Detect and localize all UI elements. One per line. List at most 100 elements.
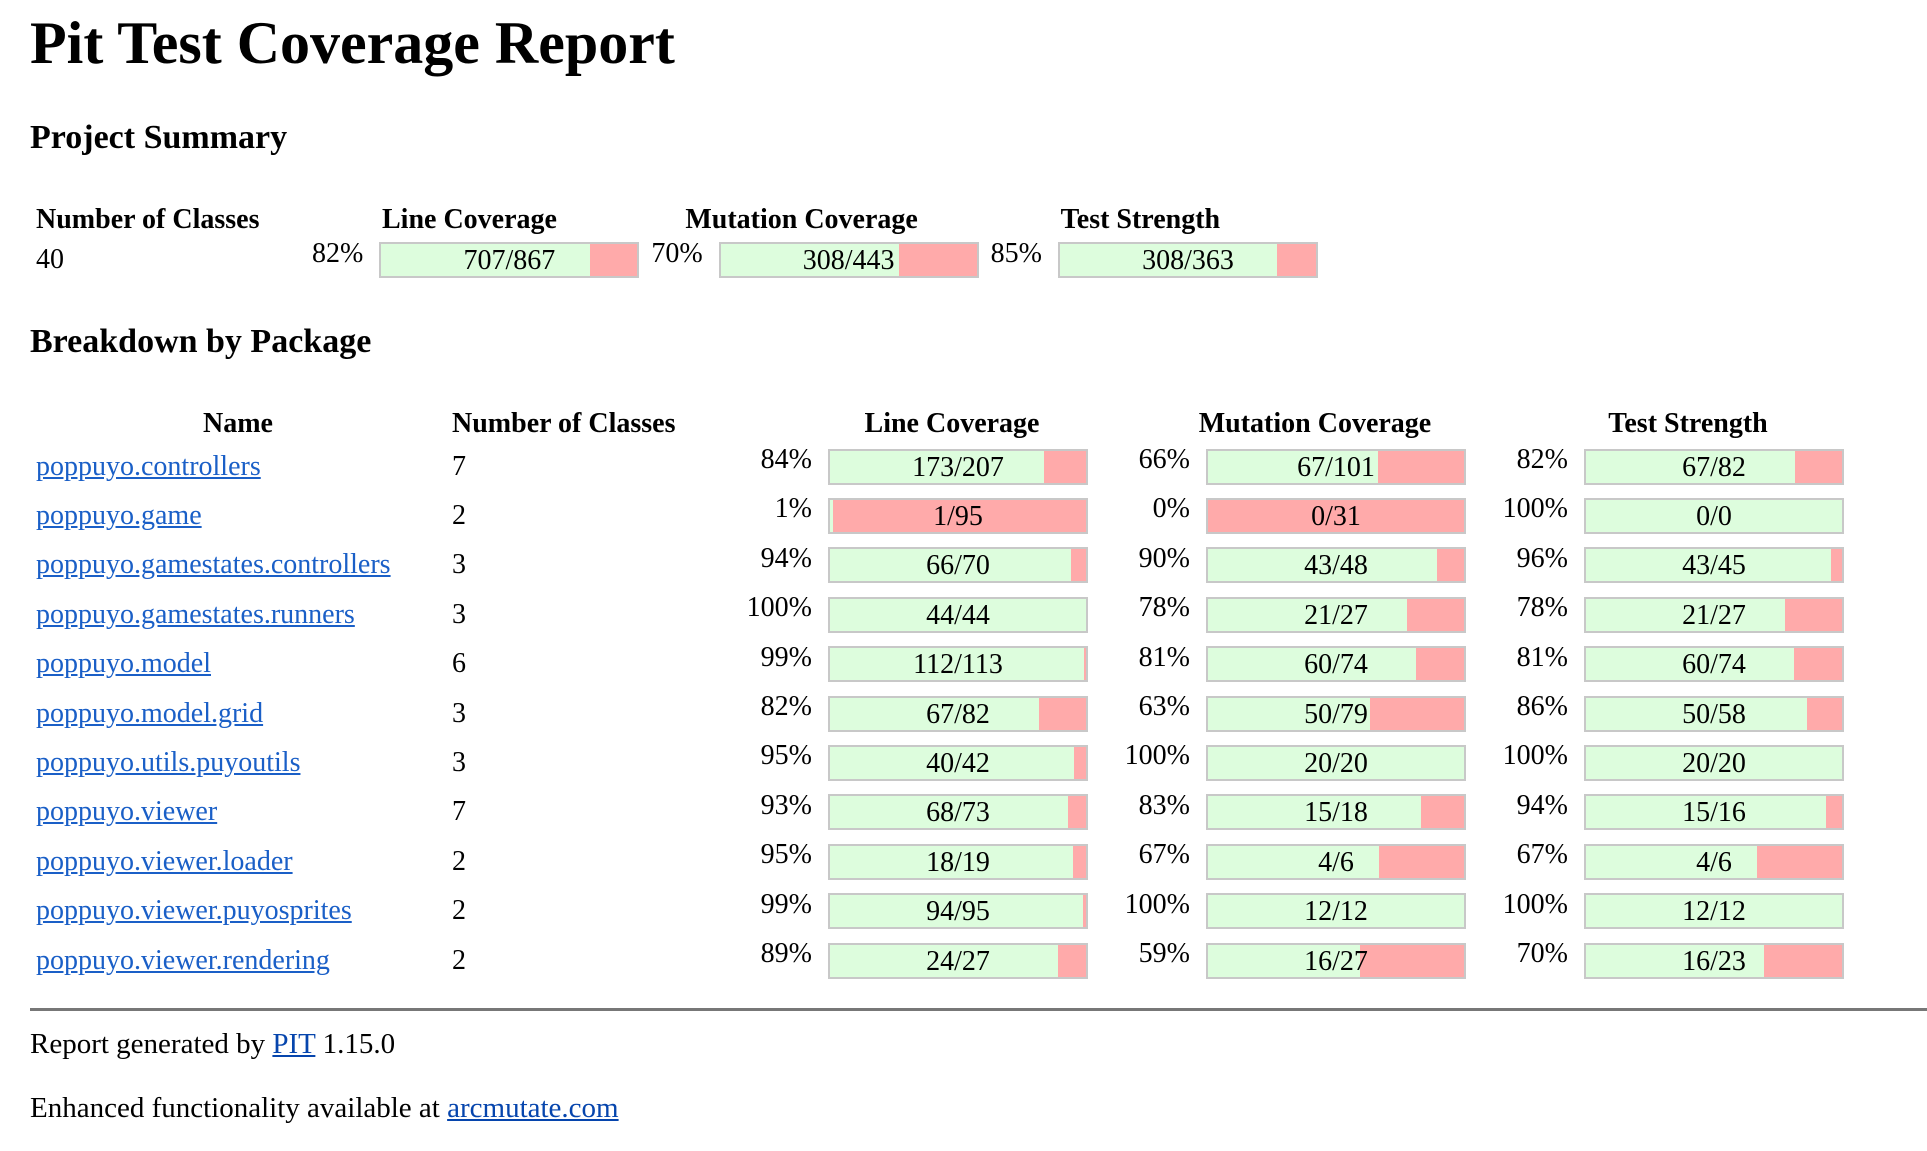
pit-version: 1.15.0 <box>315 1028 396 1060</box>
test-strength-bar-cell: 43/45 <box>1578 541 1850 590</box>
test-strength-bar: 0/0 <box>1584 498 1844 535</box>
package-link[interactable]: poppuyo.gamestates.runners <box>36 598 355 630</box>
coverage-label: 24/27 <box>926 945 990 977</box>
package-breakdown-table: Name Number of Classes Line Coverage Mut… <box>30 400 1850 985</box>
line-coverage-bar: 24/27 <box>828 942 1088 979</box>
line-coverage-bar: 68/73 <box>828 794 1088 831</box>
coverage-label: 4/6 <box>1318 846 1354 878</box>
generated-prefix: Report generated by <box>30 1028 273 1060</box>
package-class-count: 3 <box>452 697 466 729</box>
line-coverage-bar-cell: 18/19 <box>822 837 1094 886</box>
package-name-cell: poppuyo.model.grid <box>30 689 446 738</box>
package-link[interactable]: poppuyo.utils.puyoutils <box>36 747 301 779</box>
coverage-fill <box>830 796 1069 829</box>
pit-link[interactable]: PIT <box>272 1028 316 1060</box>
package-name-cell: poppuyo.game <box>30 491 446 540</box>
mutation-coverage-percent: 90% <box>1138 542 1190 574</box>
column-header-line: Line Coverage <box>864 408 1040 439</box>
line-coverage-bar-cell: 68/73 <box>822 788 1094 837</box>
package-class-count: 3 <box>452 598 466 630</box>
mutation-coverage-percent: 0% <box>1152 493 1190 525</box>
coverage-fill <box>1208 747 1464 780</box>
line-coverage-bar: 67/82 <box>828 695 1088 732</box>
coverage-label: 15/18 <box>1304 797 1368 829</box>
summary-test-strength-bar: 308/363 <box>1057 242 1318 278</box>
coverage-fill <box>1208 648 1416 681</box>
test-strength-percent: 67% <box>1516 839 1568 871</box>
package-name-cell: poppuyo.model <box>30 640 446 689</box>
mutation-coverage-bar: 0/31 <box>1206 498 1466 535</box>
coverage-fill <box>1208 598 1408 631</box>
package-link[interactable]: poppuyo.viewer <box>36 796 218 828</box>
coverage-fill <box>1208 944 1360 977</box>
coverage-label: 21/27 <box>1304 599 1368 631</box>
test-strength-bar-cell: 60/74 <box>1578 640 1850 689</box>
mutation-coverage-bar: 43/48 <box>1206 547 1466 584</box>
column-header-mutation: Mutation Coverage <box>1198 408 1432 439</box>
line-coverage-bar: 40/42 <box>828 745 1088 782</box>
summary-strength-percent: 85% <box>990 238 1042 269</box>
package-name-cell: poppuyo.gamestates.runners <box>30 590 446 639</box>
mutation-coverage-bar: 60/74 <box>1206 646 1466 683</box>
mutation-coverage-bar-cell: 12/12 <box>1200 887 1472 936</box>
line-coverage-percent: 95% <box>760 839 812 871</box>
coverage-fill <box>1586 450 1796 483</box>
coverage-fill <box>1586 845 1757 878</box>
line-coverage-bar-cell: 66/70 <box>822 541 1094 590</box>
coverage-label: 707/867 <box>463 245 556 276</box>
coverage-fill <box>830 747 1074 780</box>
package-class-count: 2 <box>452 895 466 927</box>
coverage-fill <box>1586 796 1826 829</box>
line-coverage-percent: 1% <box>774 493 812 525</box>
mutation-coverage-bar: 21/27 <box>1206 596 1466 633</box>
line-coverage-bar: 18/19 <box>828 843 1088 880</box>
arcmutate-link[interactable]: arcmutate.com <box>447 1092 619 1124</box>
package-name-cell: poppuyo.controllers <box>30 442 446 491</box>
package-link[interactable]: poppuyo.viewer.puyosprites <box>36 895 352 927</box>
package-link[interactable]: poppuyo.viewer.rendering <box>36 944 330 976</box>
coverage-fill <box>830 895 1084 928</box>
line-coverage-percent: 94% <box>760 542 812 574</box>
package-link[interactable]: poppuyo.viewer.loader <box>36 845 293 877</box>
mutation-coverage-percent: 83% <box>1138 789 1190 821</box>
package-class-count: 3 <box>452 747 466 779</box>
package-link[interactable]: poppuyo.model.grid <box>36 697 264 729</box>
coverage-fill <box>1586 747 1842 780</box>
mutation-coverage-bar-cell: 16/27 <box>1200 936 1472 985</box>
coverage-label: 0/31 <box>1311 501 1361 533</box>
line-coverage-bar: 1/95 <box>828 498 1088 535</box>
coverage-fill <box>1586 895 1842 928</box>
test-strength-bar: 12/12 <box>1584 893 1844 930</box>
test-strength-percent: 81% <box>1516 641 1568 673</box>
mutation-coverage-bar-cell: 67/101 <box>1200 442 1472 491</box>
coverage-label: 16/27 <box>1304 945 1368 977</box>
mutation-coverage-bar-cell: 4/6 <box>1200 837 1472 886</box>
package-class-count: 6 <box>452 648 466 680</box>
breakdown-heading: Breakdown by Package <box>30 323 372 360</box>
package-link[interactable]: poppuyo.model <box>36 648 211 680</box>
coverage-fill <box>381 244 591 276</box>
coverage-fill <box>1208 450 1378 483</box>
test-strength-bar-cell: 12/12 <box>1578 887 1850 936</box>
table-row: poppuyo.viewer.rendering 2 89% 24/27 59% 16/2… <box>30 936 1850 985</box>
package-link[interactable]: poppuyo.game <box>36 500 202 532</box>
package-link[interactable]: poppuyo.gamestates.controllers <box>36 549 391 581</box>
mutation-coverage-percent: 81% <box>1138 641 1190 673</box>
coverage-label: 18/19 <box>926 846 990 878</box>
project-summary-table: Number of Classes Line Coverage Mutation… <box>30 196 1324 284</box>
test-strength-percent: 100% <box>1502 493 1568 525</box>
package-link[interactable]: poppuyo.controllers <box>36 450 261 482</box>
test-strength-bar: 67/82 <box>1584 448 1844 485</box>
table-row: poppuyo.viewer.puyosprites 2 99% 94/95 100% 1… <box>30 887 1850 936</box>
coverage-label: 50/58 <box>1682 698 1746 730</box>
coverage-label: 60/74 <box>1682 649 1746 681</box>
line-coverage-bar-cell: 112/113 <box>822 640 1094 689</box>
test-strength-percent: 94% <box>1516 789 1568 821</box>
mutation-coverage-bar-cell: 21/27 <box>1200 590 1472 639</box>
table-row: poppuyo.viewer 7 93% 68/73 83% 15/18 94% 15/16 <box>30 788 1850 837</box>
coverage-fill <box>830 549 1072 582</box>
coverage-fill <box>720 244 899 276</box>
coverage-label: 67/82 <box>1682 451 1746 483</box>
enhanced-prefix: Enhanced functionality available at <box>30 1092 448 1124</box>
package-name-cell: poppuyo.viewer.rendering <box>30 936 446 985</box>
